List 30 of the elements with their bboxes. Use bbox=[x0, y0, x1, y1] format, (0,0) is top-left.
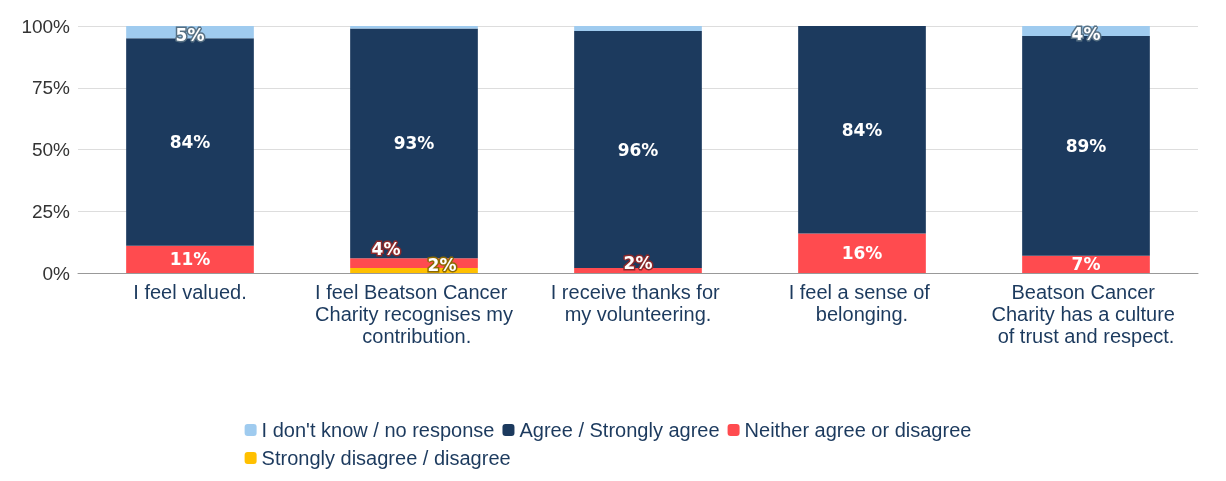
data-label: 96% bbox=[617, 139, 659, 160]
y-tick-label: 25% bbox=[31, 200, 71, 222]
bar bbox=[350, 28, 478, 259]
y-tick-label: 0% bbox=[42, 262, 71, 284]
x-tick-label: I feel Beatson Cancer Charity recognises my contribution. bbox=[315, 281, 513, 347]
data-label: 84% bbox=[169, 132, 211, 153]
y-tick-label: 50% bbox=[31, 139, 71, 160]
x-tick-label: I feel a sense of belonging. bbox=[788, 281, 936, 325]
legend-label: Strongly disagree / disagree bbox=[261, 447, 511, 469]
bar bbox=[798, 233, 926, 273]
data-label: 16% bbox=[841, 243, 883, 264]
bar bbox=[126, 245, 254, 273]
data-label: 7% bbox=[1071, 254, 1101, 275]
bar bbox=[574, 26, 702, 31]
bar bbox=[798, 26, 926, 234]
data-label: 93% bbox=[393, 133, 435, 154]
bar bbox=[574, 30, 702, 269]
x-tick-label: I feel valued. bbox=[133, 281, 247, 303]
legend-label: I don't know / no response bbox=[261, 419, 495, 441]
y-tick-label: 75% bbox=[31, 77, 71, 99]
legend-label: Agree / Strongly agree bbox=[519, 419, 720, 441]
data-label: 84% bbox=[841, 119, 883, 140]
data-label: 11% bbox=[169, 249, 211, 270]
data-label: 89% bbox=[1065, 135, 1107, 156]
data-label: 4% bbox=[371, 239, 401, 260]
legend-label: Neither agree or disagree bbox=[744, 419, 972, 441]
x-tick-label: I receive thanks for my volunteering. bbox=[550, 281, 726, 325]
data-label: 2% bbox=[623, 252, 653, 273]
x-tick-label: Beatson Cancer Charity has a culture of trust and respect. bbox=[991, 281, 1181, 347]
y-tick-label: 100% bbox=[21, 15, 71, 37]
